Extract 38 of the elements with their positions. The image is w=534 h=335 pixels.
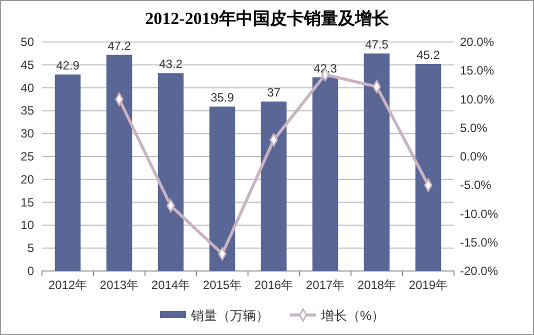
x-tick-label: 2012年 (48, 278, 88, 292)
data-label: 45.2 (416, 48, 440, 62)
x-tick-label: 2013年 (100, 278, 139, 292)
y2-tick-label: -10.0% (460, 206, 498, 221)
y2-tick-label: 0.0% (460, 150, 488, 164)
x-tick-label: 2015年 (202, 278, 242, 292)
y-tick-label: 30 (20, 126, 34, 141)
x-tick-label: 2016年 (254, 278, 294, 292)
y-tick-label: 50 (20, 35, 34, 49)
chart-title: 2012-2019年中国皮卡销量及增长 (145, 9, 390, 28)
x-tick-label: 2017年 (306, 278, 345, 292)
data-label: 37 (267, 86, 281, 100)
data-label: 47.5 (365, 37, 389, 52)
data-label: 35.9 (210, 90, 234, 105)
y-tick-label: 0 (27, 264, 34, 278)
y-tick-label: 15 (20, 195, 34, 210)
y2-tick-label: -5.0% (460, 178, 492, 192)
x-tick-label: 2018年 (357, 278, 396, 292)
legend-label: 销量（万辆） (190, 308, 269, 323)
y-tick-label: 45 (20, 58, 34, 72)
data-label: 47.2 (108, 38, 132, 53)
y2-tick-label: 15.0% (460, 64, 494, 78)
y-tick-label: 20 (20, 172, 34, 186)
data-label: 43.2 (159, 57, 183, 72)
legend-label: 增长（%） (320, 308, 385, 323)
y-tick-label: 35 (20, 104, 34, 118)
y2-tick-label: 5.0% (460, 120, 488, 135)
y2-tick-label: -20.0% (460, 264, 498, 278)
y2-tick-label: -15.0% (460, 235, 498, 250)
y2-tick-label: 20.0% (460, 35, 494, 49)
y-tick-label: 40 (20, 80, 34, 95)
y-tick-label: 25 (20, 150, 34, 164)
data-label: 42.9 (56, 58, 80, 73)
y-tick-label: 10 (20, 218, 34, 232)
y-tick-label: 5 (27, 241, 34, 256)
x-tick-label: 2014年 (151, 278, 190, 292)
x-tick-label: 2019年 (408, 278, 448, 292)
y2-tick-label: 10.0% (460, 92, 494, 106)
